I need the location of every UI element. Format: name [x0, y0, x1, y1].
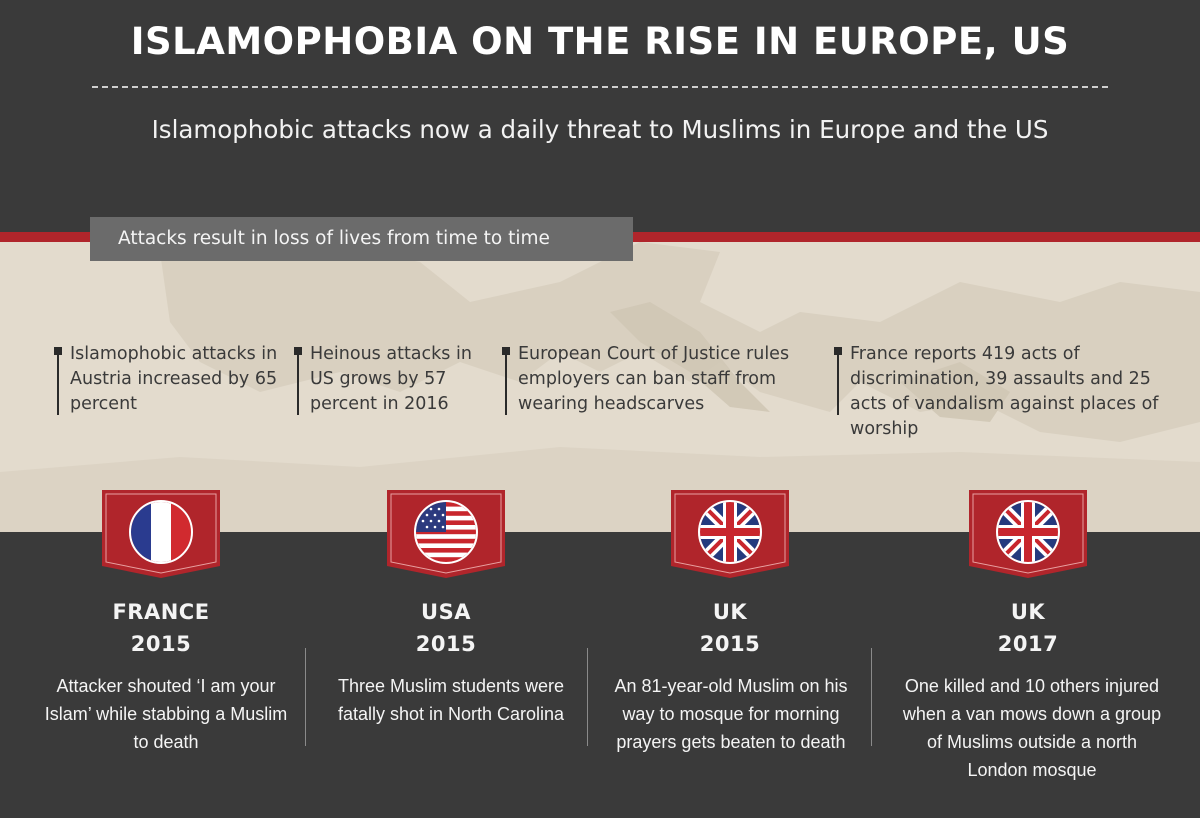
card-country: USA — [421, 600, 471, 624]
fact-item: Heinous attacks in US grows by 57 percen… — [294, 342, 500, 417]
flag-banner-uk — [969, 490, 1087, 578]
card-country: UK — [1010, 600, 1046, 624]
card-year: 2017 — [997, 632, 1059, 656]
usa-flag-icon — [414, 500, 478, 564]
fact-marker-icon — [502, 347, 510, 415]
card-divider — [871, 648, 872, 746]
fact-item: France reports 419 acts of discriminatio… — [834, 342, 1185, 442]
card-year: 2015 — [130, 632, 192, 656]
section-label: Attacks result in loss of lives from tim… — [90, 217, 633, 261]
uk-flag-icon — [698, 500, 762, 564]
card-description: One killed and 10 others injured when a … — [902, 676, 1162, 780]
map-background — [0, 242, 1200, 532]
card-description: An 81-year-old Muslim on his way to mosq… — [614, 676, 848, 752]
france-flag-icon — [129, 500, 193, 564]
flag-banner-uk — [671, 490, 789, 578]
fact-marker-icon — [54, 347, 62, 415]
page-title: ISLAMOPHOBIA ON THE RISE IN EUROPE, US — [130, 20, 1070, 63]
fact-text: France reports 419 acts of discriminatio… — [850, 344, 1159, 439]
card-year: 2015 — [415, 632, 477, 656]
fact-text: Heinous attacks in US grows by 57 percen… — [310, 344, 472, 414]
card-description: Attacker shouted ‘I am your Islam’ while… — [44, 676, 288, 752]
card-description: Three Muslim students were fatally shot … — [337, 676, 565, 724]
europe-map-illustration — [0, 242, 1200, 532]
card-year: 2015 — [699, 632, 761, 656]
fact-marker-icon — [834, 347, 842, 415]
dashed-divider — [92, 86, 1108, 88]
fact-text: European Court of Justice rules employer… — [518, 344, 790, 414]
fact-item: European Court of Justice rules employer… — [502, 342, 818, 417]
page-subtitle: Islamophobic attacks now a daily threat … — [151, 115, 1049, 144]
card-country: FRANCE — [112, 600, 210, 624]
uk-flag-icon — [996, 500, 1060, 564]
fact-marker-icon — [294, 347, 302, 415]
card-divider — [305, 648, 306, 746]
fact-text: Islamophobic attacks in Austria increase… — [70, 344, 278, 414]
flag-banner-usa — [387, 490, 505, 578]
flag-banner-france — [102, 490, 220, 578]
card-country: UK — [712, 600, 748, 624]
fact-item: Islamophobic attacks in Austria increase… — [54, 342, 300, 417]
card-divider — [587, 648, 588, 746]
